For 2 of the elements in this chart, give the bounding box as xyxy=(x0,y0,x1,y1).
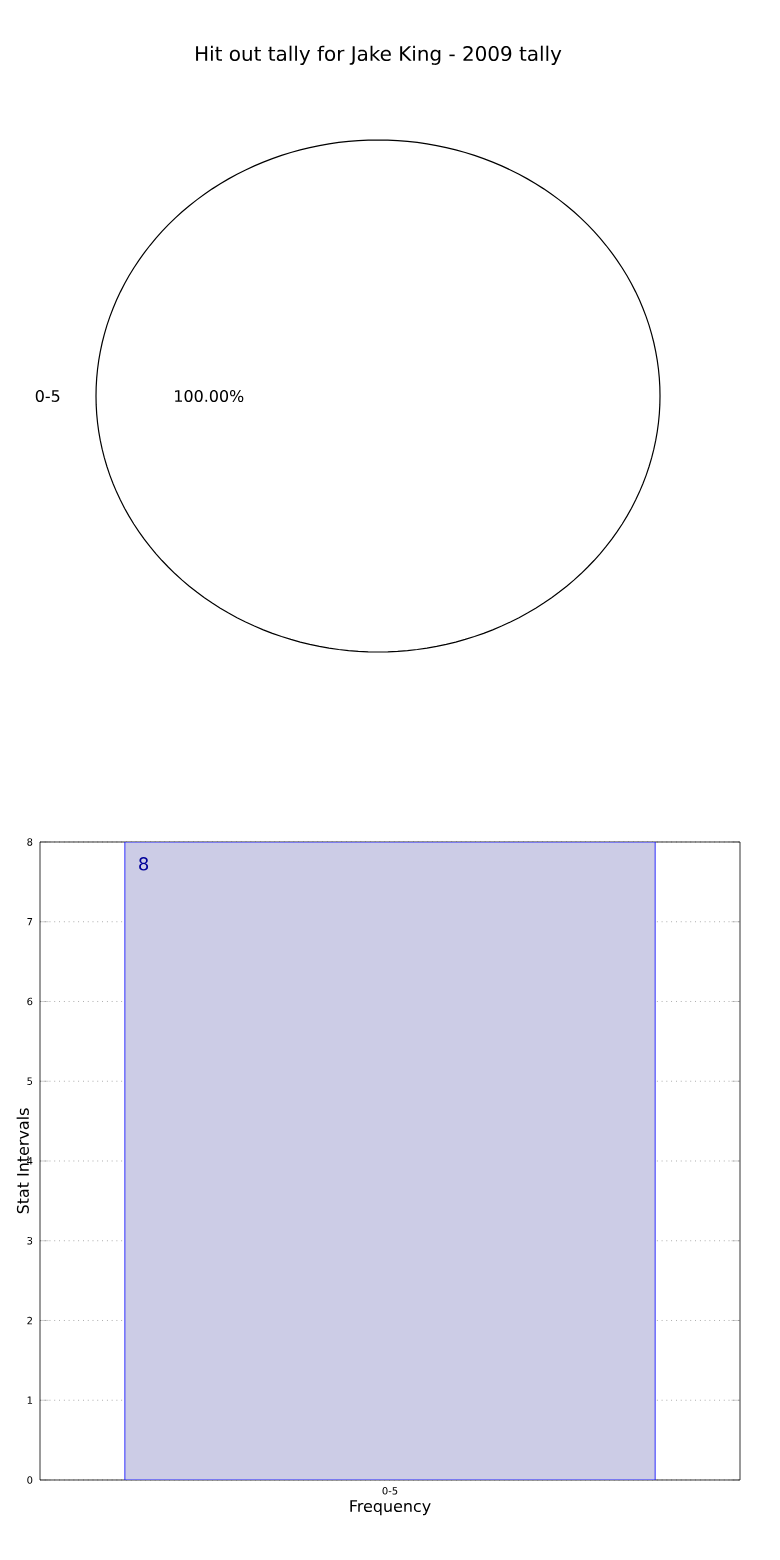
chart-title: Hit out tally for Jake King - 2009 tally xyxy=(196,45,562,65)
data-label: 8 xyxy=(139,857,149,871)
